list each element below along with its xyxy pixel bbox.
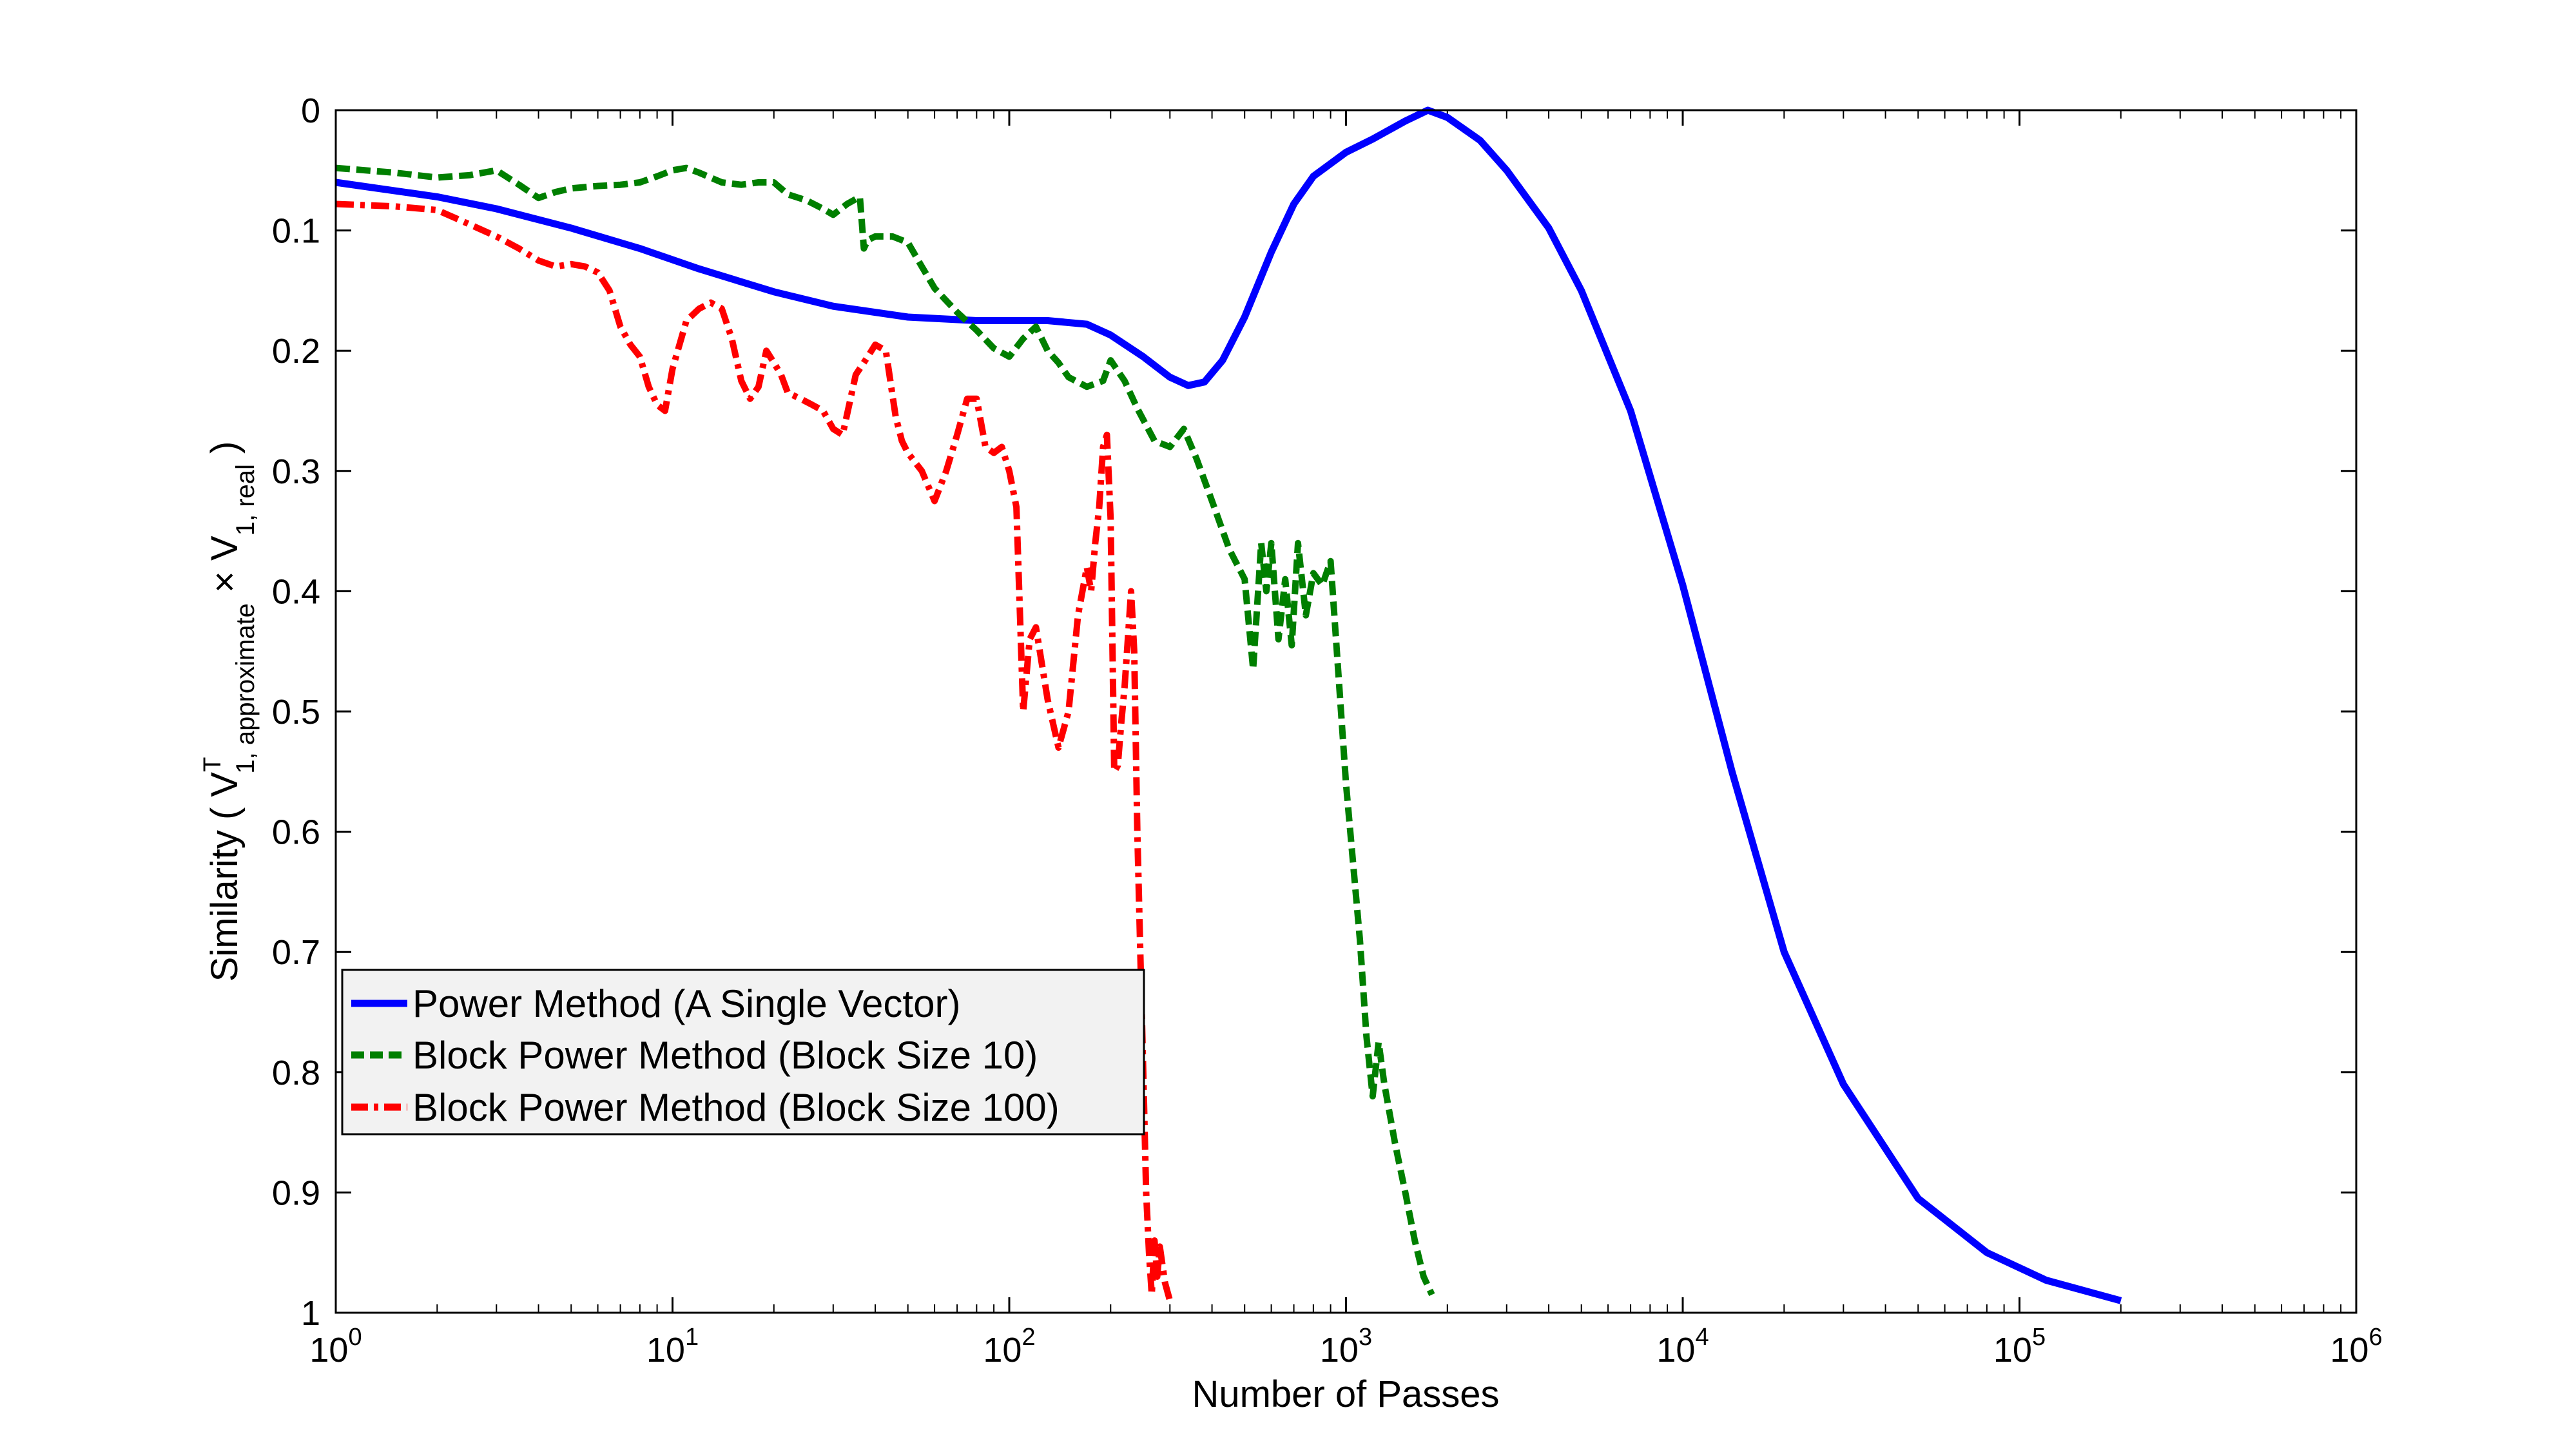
legend-label-block-size-100: Block Power Method (Block Size 100) bbox=[412, 1086, 1060, 1129]
y-tick-label: 0.5 bbox=[272, 693, 320, 731]
y-tick-label: 0.7 bbox=[272, 933, 320, 972]
y-tick-label: 0 bbox=[301, 92, 320, 130]
y-tick-label: 0.4 bbox=[272, 572, 320, 611]
x-tick-label: 102 bbox=[983, 1324, 1035, 1369]
y-tick-label: 0.1 bbox=[272, 212, 320, 251]
legend: Power Method (A Single Vector) Block Pow… bbox=[341, 969, 1145, 1136]
legend-label-power-method: Power Method (A Single Vector) bbox=[412, 982, 960, 1025]
plot-frame bbox=[334, 109, 2358, 1314]
y-tick-label: 0.9 bbox=[272, 1174, 320, 1212]
y-tick-label: 1 bbox=[301, 1294, 320, 1333]
series-block-size-10-line bbox=[335, 164, 1435, 1297]
x-tick-label: 106 bbox=[2330, 1324, 2382, 1369]
x-tick-label: 104 bbox=[1656, 1324, 1709, 1369]
x-tick-label: 105 bbox=[1993, 1324, 2046, 1369]
series-power-method-line bbox=[335, 106, 2122, 1304]
series-lines bbox=[335, 106, 2122, 1304]
x-tick-label: 103 bbox=[1320, 1324, 1372, 1369]
legend-box bbox=[341, 969, 1145, 1136]
y-tick-label: 0.6 bbox=[272, 813, 320, 852]
x-tick-label: 100 bbox=[309, 1324, 362, 1369]
y-tick-label: 0.2 bbox=[272, 332, 320, 371]
y-tick-label: 0.3 bbox=[272, 452, 320, 491]
y-axis-title: Similarity ( VT 1, approximate × V1, real… bbox=[199, 441, 260, 982]
x-axis-title: Number of Passes bbox=[1192, 1373, 1499, 1415]
legend-label-block-size-10: Block Power Method (Block Size 10) bbox=[412, 1034, 1038, 1077]
x-tick-label: 101 bbox=[646, 1324, 699, 1369]
y-tick-label: 0.8 bbox=[272, 1054, 320, 1092]
